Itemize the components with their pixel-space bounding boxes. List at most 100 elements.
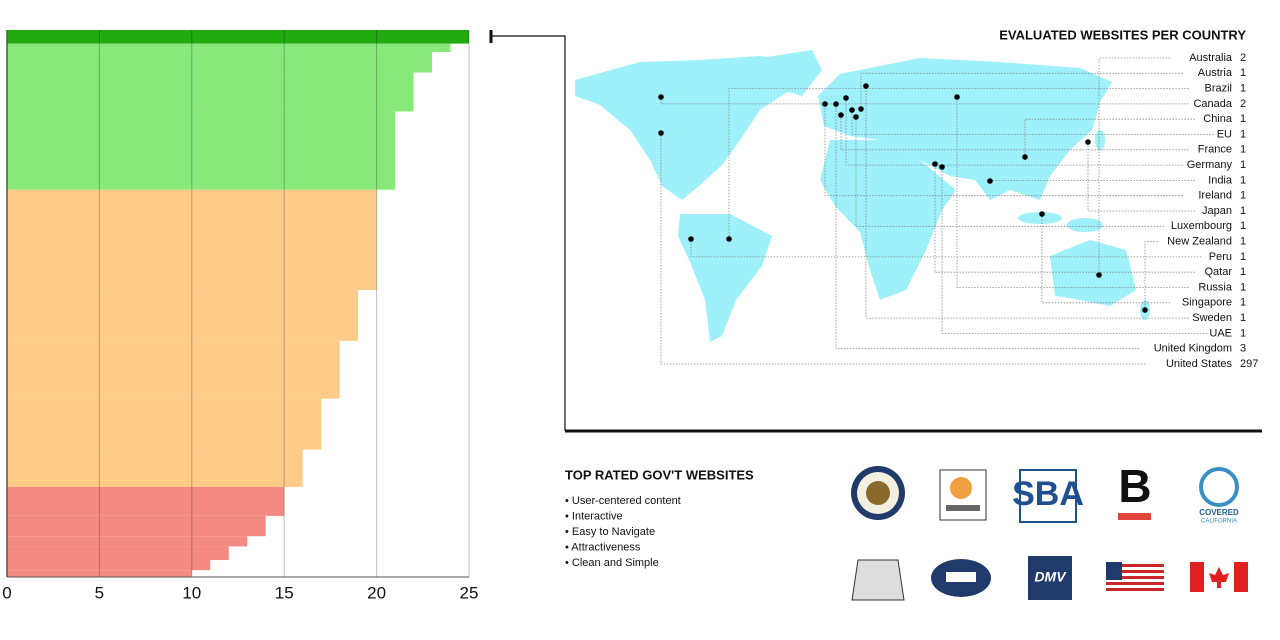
- country-count: 1: [1240, 190, 1246, 202]
- bar: [7, 340, 340, 399]
- country-count: 1: [1240, 281, 1246, 293]
- country-name: Peru: [1209, 251, 1232, 263]
- world-map: [575, 50, 1150, 342]
- country-name: Austria: [1198, 67, 1233, 79]
- country-name: Singapore: [1182, 297, 1232, 309]
- country-count: 1: [1240, 312, 1246, 324]
- bar: [7, 515, 266, 537]
- country-name: Germany: [1187, 159, 1233, 171]
- country-dot: [658, 94, 664, 100]
- country-count: 297: [1240, 358, 1258, 370]
- leader-line: [1144, 241, 1158, 310]
- leader-line: [835, 104, 1140, 350]
- bar: [7, 52, 433, 73]
- bar: [7, 189, 377, 290]
- country-count: 1: [1240, 251, 1246, 263]
- bar: [7, 570, 192, 577]
- leader-line: [865, 86, 1189, 319]
- bullet-point: • Attractiveness: [565, 541, 641, 553]
- country-dot: [932, 161, 938, 167]
- leader-line: [845, 98, 1183, 166]
- logos: SBA B COVERED CALIFORNIA DMV: [851, 460, 1248, 601]
- leader-line: [860, 72, 1183, 109]
- country-name: Sweden: [1192, 312, 1232, 324]
- country-name: Qatar: [1204, 266, 1232, 278]
- country-name: Canada: [1193, 98, 1232, 110]
- bar: [7, 546, 229, 561]
- map-title: EVALUATED WEBSITES PER COUNTRY: [999, 27, 1246, 42]
- x-tick-label: 25: [460, 583, 479, 602]
- country-name: China: [1203, 113, 1233, 125]
- country-name: France: [1198, 144, 1232, 156]
- leader-line: [1087, 142, 1195, 212]
- country-dot: [658, 130, 664, 136]
- logo-text: DMV: [1034, 569, 1067, 585]
- country-dot: [1096, 272, 1102, 278]
- country-count: 1: [1240, 159, 1246, 171]
- country-count: 1: [1240, 205, 1246, 217]
- bar: [7, 486, 285, 516]
- country-dot: [843, 95, 849, 101]
- country-count: 2: [1240, 52, 1246, 64]
- country-dot: [954, 94, 960, 100]
- bracket: [491, 35, 566, 431]
- country-dot: [858, 106, 864, 112]
- leader-line: [824, 104, 1183, 197]
- country-dot: [849, 107, 855, 113]
- country-count: 1: [1240, 113, 1246, 125]
- country-dot: [838, 112, 844, 118]
- x-tick-label: 15: [275, 583, 294, 602]
- country-dot: [822, 101, 828, 107]
- country-dot: [1142, 307, 1148, 313]
- country-dot: [1022, 154, 1028, 160]
- country-name: India: [1208, 174, 1233, 186]
- leader-line: [851, 110, 1214, 135]
- x-tick-label: 10: [182, 583, 201, 602]
- bar: [7, 560, 211, 571]
- country-count: 1: [1240, 128, 1246, 140]
- bar: [7, 111, 396, 190]
- country-name: Australia: [1189, 52, 1233, 64]
- country-name: UAE: [1209, 327, 1232, 339]
- country-dot: [853, 114, 859, 120]
- country-name: EU: [1217, 128, 1232, 140]
- country-count: 1: [1240, 67, 1246, 79]
- country-count: 1: [1240, 174, 1246, 186]
- country-name: United Kingdom: [1154, 343, 1232, 355]
- country-name: Brazil: [1204, 83, 1232, 95]
- leader-line: [690, 239, 1202, 258]
- country-count: 1: [1240, 236, 1246, 248]
- country-name: Ireland: [1198, 190, 1232, 202]
- country-dot: [939, 164, 945, 170]
- country-dot: [833, 101, 839, 107]
- country-name: Luxembourg: [1171, 220, 1232, 232]
- leader-line: [660, 133, 1146, 365]
- leader-line: [728, 88, 1189, 239]
- bar: [7, 30, 469, 44]
- logo-text: COVERED: [1199, 508, 1239, 517]
- logo-text: CALIFORNIA: [1201, 519, 1237, 525]
- country-dot: [1039, 211, 1045, 217]
- country-dot: [863, 83, 869, 89]
- bullet-point: • Clean and Simple: [565, 557, 659, 569]
- country-name: Japan: [1202, 205, 1232, 217]
- country-name: Russia: [1198, 281, 1233, 293]
- bar: [7, 289, 359, 341]
- country-count: 1: [1240, 266, 1246, 278]
- country-dot: [1085, 139, 1091, 145]
- country-name: United States: [1166, 358, 1233, 370]
- top-rated-title: TOP RATED GOV'T WEBSITES: [565, 467, 754, 482]
- logo-text: SBA: [1012, 475, 1084, 513]
- bullet-point: • Easy to Navigate: [565, 526, 655, 538]
- bullet-point: • User-centered content: [565, 495, 681, 507]
- country-dot: [726, 236, 732, 242]
- country-name: New Zealand: [1167, 236, 1232, 248]
- country-count: 3: [1240, 343, 1246, 355]
- leader-line: [1024, 118, 1195, 157]
- leader-line: [1041, 214, 1171, 304]
- logo-text: B: [1118, 460, 1151, 512]
- country-count: 2: [1240, 98, 1246, 110]
- country-count: 1: [1240, 327, 1246, 339]
- country-count: 1: [1240, 83, 1246, 95]
